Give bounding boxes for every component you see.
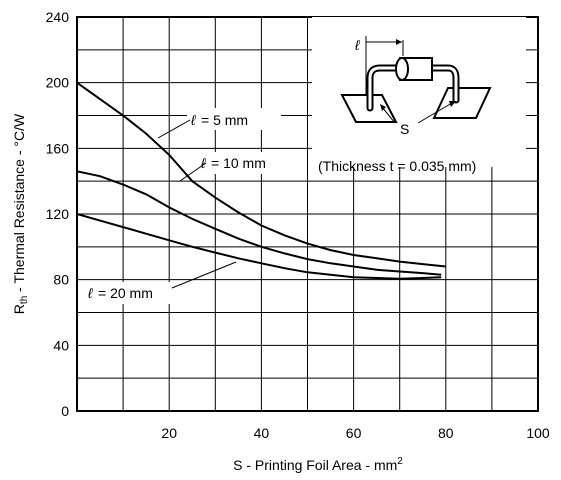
- curves: [76, 81, 446, 280]
- x-tick-label: 20: [161, 425, 177, 441]
- x-tick-label: 40: [254, 425, 270, 441]
- y-tick-labels: 0 40 80 120 160 200 240: [46, 9, 70, 419]
- thickness-note: (Thickness t = 0.035 mm): [318, 158, 476, 174]
- label-l5-background: [187, 108, 281, 130]
- l10-label-symbol: ℓ: [200, 155, 206, 171]
- s-arrow-right-line: [417, 102, 453, 124]
- inset-area-label: S: [400, 121, 409, 137]
- label-l20-background: [84, 282, 178, 304]
- s-arrow-left-line: [381, 106, 396, 124]
- x-axis-title: S - Printing Foil Area - mm2: [233, 456, 403, 473]
- l20-label-symbol: ℓ: [87, 285, 93, 301]
- length-arrow-head: [396, 39, 402, 45]
- x-axis-title-superscript: 2: [397, 456, 403, 467]
- y-tick-label: 240: [46, 9, 70, 25]
- curve-l10: [76, 170, 442, 276]
- y-tick-label: 40: [53, 337, 69, 353]
- s-arrow-left-head: [380, 104, 386, 111]
- x-tick-labels: 20 40 60 80 100: [161, 425, 549, 441]
- l5-leader-line: [157, 119, 191, 139]
- inset-background: [312, 17, 526, 167]
- curve-l5: [76, 81, 446, 268]
- y-tick-label: 0: [61, 403, 69, 419]
- component-inset-diagram: [340, 36, 492, 124]
- y-tick-label: 160: [46, 140, 70, 156]
- l10-label: = 10 mm: [211, 155, 266, 171]
- right-pad-shape: [432, 87, 492, 119]
- y-axis-title: Rth - Thermal Resistance - °C/W: [11, 113, 30, 314]
- inset-length-label: ℓ: [354, 37, 360, 53]
- l5-label-symbol: ℓ: [190, 112, 196, 128]
- x-tick-label: 80: [438, 425, 454, 441]
- y-tick-label: 80: [53, 272, 69, 288]
- y-axis-title-subscript: th: [19, 296, 30, 304]
- component-body-end-shape: [395, 57, 409, 81]
- l20-label: = 20 mm: [98, 285, 153, 301]
- label-l10-background: [197, 152, 297, 174]
- x-tick-label: 60: [346, 425, 362, 441]
- l20-leader-line: [171, 261, 237, 289]
- l5-label: = 5 mm: [201, 112, 248, 128]
- l10-leader-line: [179, 162, 207, 182]
- x-tick-label: 100: [526, 425, 550, 441]
- curve-l20: [76, 213, 442, 280]
- s-arrow-right-head: [449, 101, 456, 107]
- y-tick-label: 200: [46, 75, 70, 91]
- y-tick-label: 120: [46, 206, 70, 222]
